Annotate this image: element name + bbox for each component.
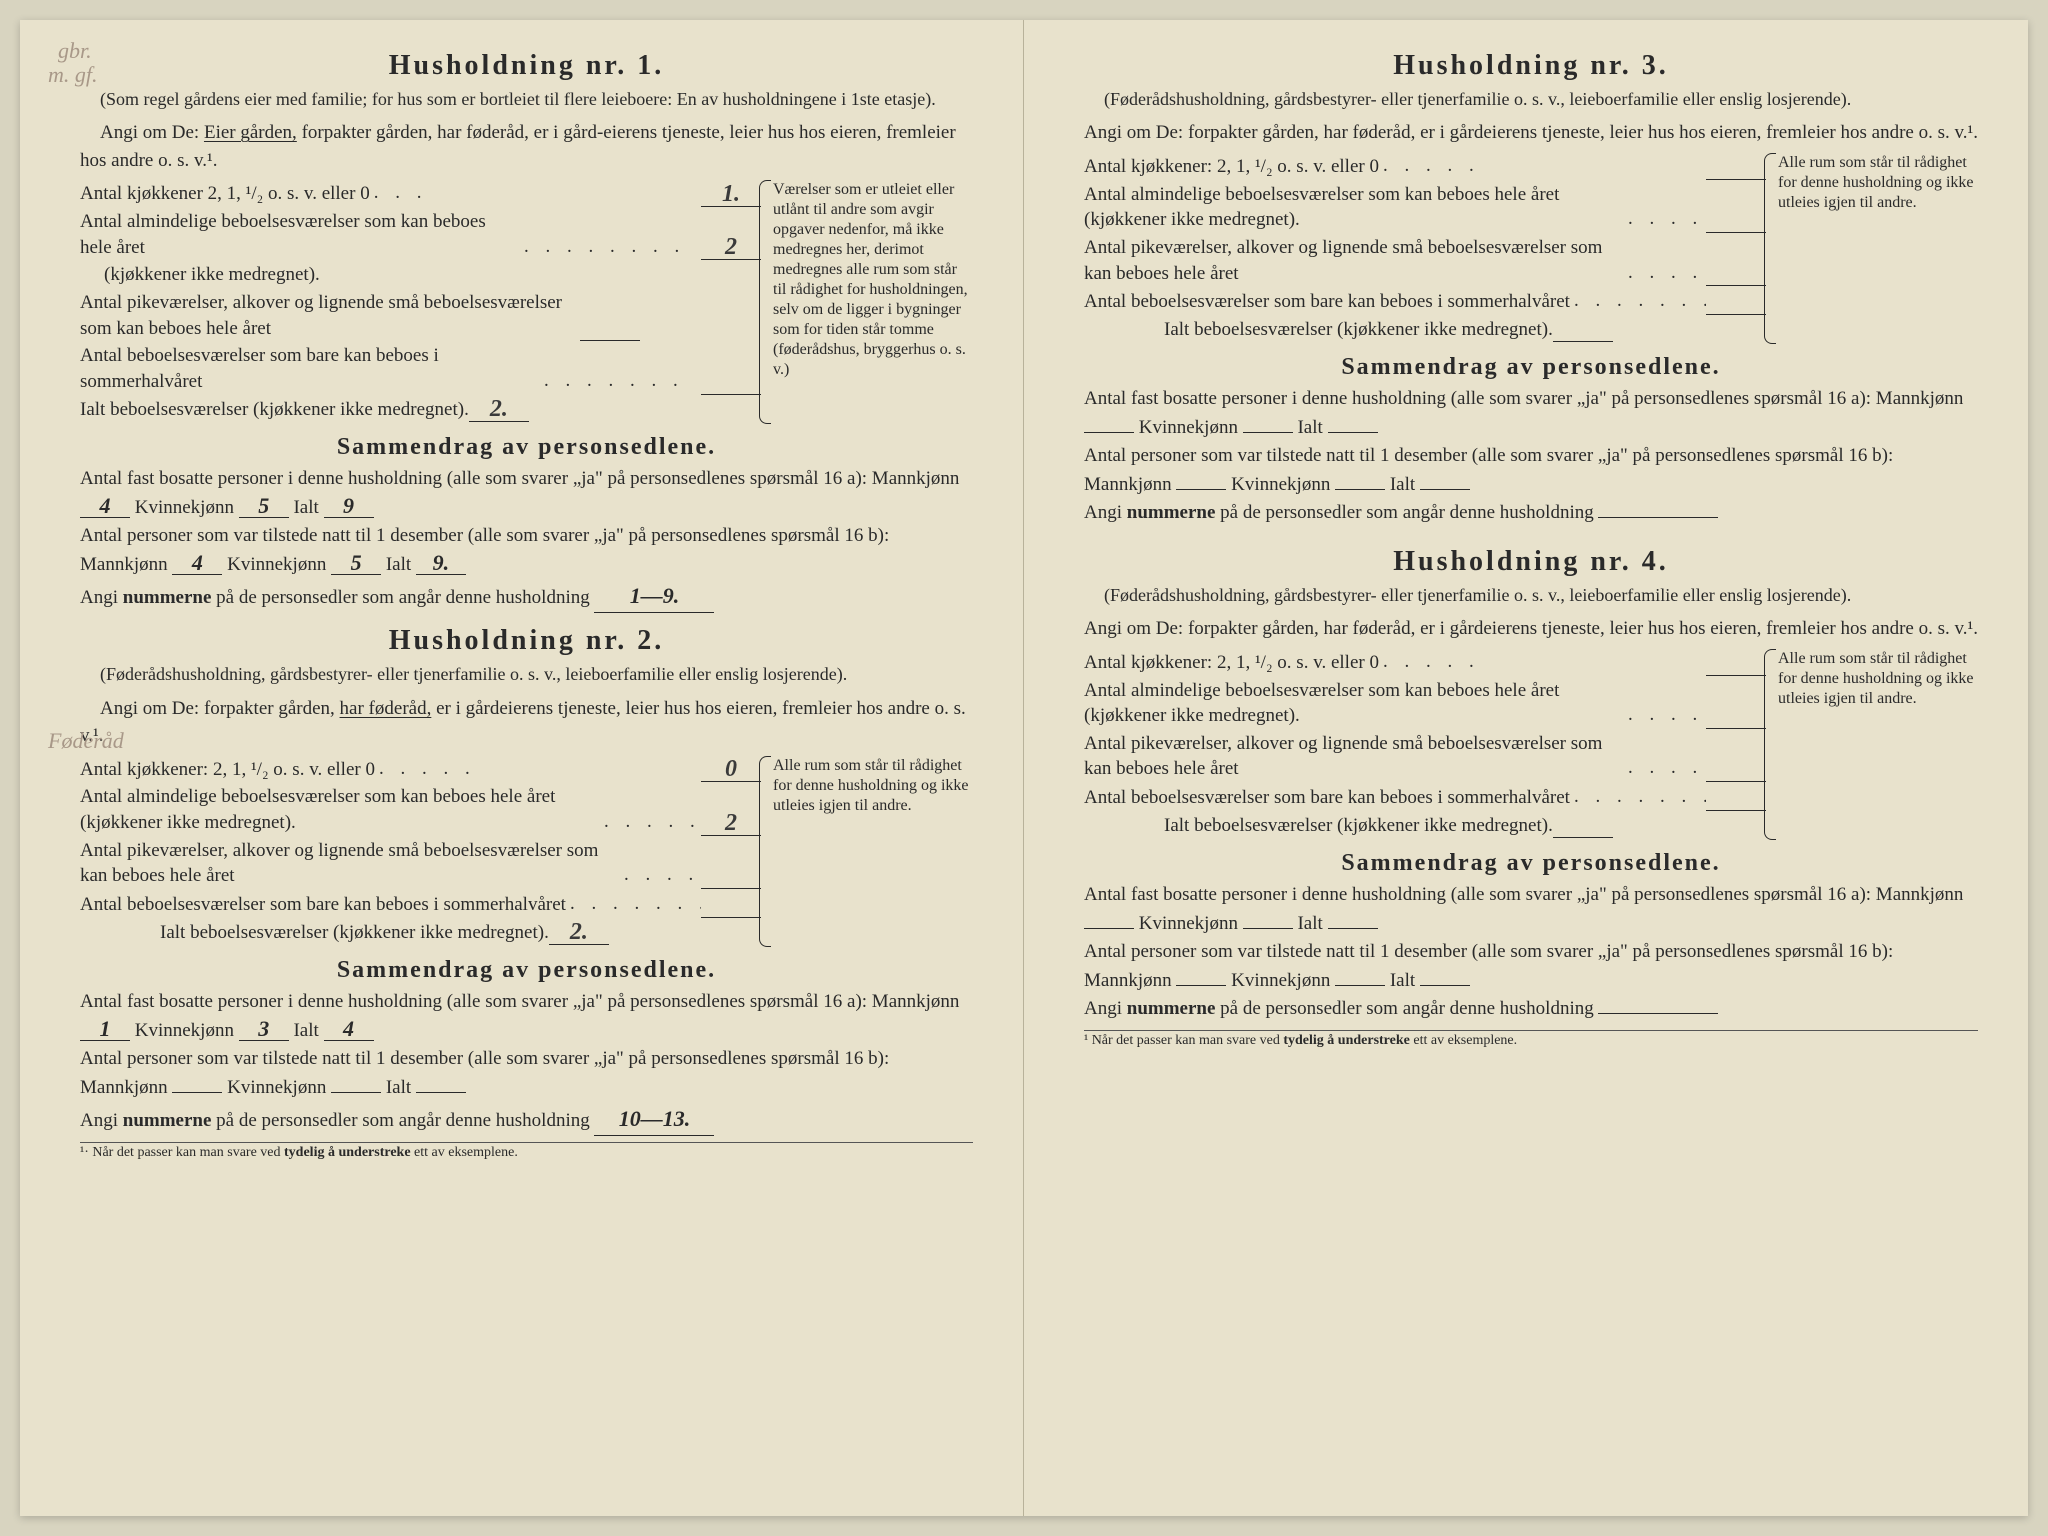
brace-icon: [759, 180, 771, 424]
h2-side-note: Alle rum som står til rådighet for denne…: [773, 756, 973, 947]
h1-angi: Angi om De: Eier gården, forpakter gårde…: [80, 119, 973, 174]
right-page: Husholdning nr. 3. (Føderådshusholdning,…: [1024, 20, 2028, 1516]
h1-sum2: Antal personer som var tilstede natt til…: [80, 522, 973, 579]
h1-side-note: Værelser som er utleiet eller utlånt til…: [773, 180, 973, 424]
h3-fields: Antal kjøkkener: 2, 1, ¹/₂ o. s. v. elle…: [1084, 153, 1978, 344]
h1-title: Husholdning nr. 1.: [80, 50, 973, 82]
left-page: gbr. m. gf. Husholdning nr. 1. (Som rege…: [20, 20, 1024, 1516]
h2-fields: Antal kjøkkener: 2, 1, ¹/₂ o. s. v. elle…: [80, 756, 973, 947]
h3-side-note: Alle rum som står til rådighet for denne…: [1778, 153, 1978, 344]
pencil-note-mgf: m. gf.: [48, 62, 98, 88]
h1-kitchen-value: 1.: [701, 182, 761, 207]
pencil-note-federad: Føderåd: [48, 728, 124, 754]
h2-summary-title: Sammendrag av personsedlene.: [80, 957, 973, 984]
h4-fields: Antal kjøkkener: 2, 1, ¹/₂ o. s. v. elle…: [1084, 649, 1978, 840]
h1-total-value: 2.: [469, 397, 529, 422]
h2-angi: Angi om De: forpakter gården, har føderå…: [80, 695, 973, 750]
footnote-right: ¹ Når det passer kan man svare ved tydel…: [1084, 1030, 1978, 1049]
brace-icon: [759, 756, 771, 947]
document-spread: gbr. m. gf. Husholdning nr. 1. (Som rege…: [20, 20, 2028, 1516]
brace-icon: [1764, 153, 1776, 344]
pencil-note-gbr: gbr.: [58, 38, 92, 64]
h1-rooms-value: 2: [701, 235, 761, 260]
h1-summary-title: Sammendrag av personsedlene.: [80, 434, 973, 461]
h3-subtitle: (Føderådshusholdning, gårdsbestyrer- ell…: [1084, 88, 1978, 111]
brace-icon: [1764, 649, 1776, 840]
h3-angi: Angi om De: forpakter gården, har føderå…: [1084, 119, 1978, 147]
h2-title: Husholdning nr. 2.: [80, 625, 973, 657]
h4-title: Husholdning nr. 4.: [1084, 546, 1978, 578]
h2-subtitle: (Føderådshusholdning, gårdsbestyrer- ell…: [80, 663, 973, 686]
h1-fields: Antal kjøkkener 2, 1, ¹/₂ o. s. v. eller…: [80, 180, 973, 424]
footnote-left: ¹· Når det passer kan man svare ved tyde…: [80, 1142, 973, 1161]
h1-nummer: Angi nummerne på de personsedler som ang…: [80, 579, 973, 613]
h1-subtitle: (Som regel gårdens eier med familie; for…: [80, 88, 973, 111]
h1-sum1: Antal fast bosatte personer i denne hush…: [80, 465, 973, 522]
h3-title: Husholdning nr. 3.: [1084, 50, 1978, 82]
